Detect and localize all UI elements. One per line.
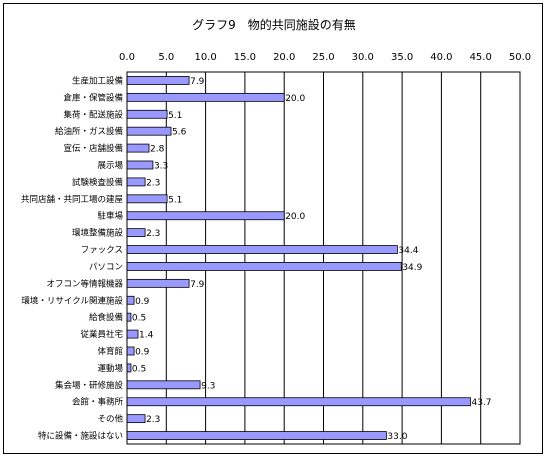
x-tick-label: 20.0 xyxy=(273,52,295,63)
x-tick-label: 50.0 xyxy=(509,52,531,63)
x-tick-label: 10.0 xyxy=(194,52,216,63)
category-label: 給油所・ガス設備 xyxy=(55,126,124,137)
data-label: 1.4 xyxy=(139,331,154,341)
category-label: 会館・事務所 xyxy=(72,397,124,408)
bar xyxy=(126,228,146,238)
category-label: オフコン等情報機器 xyxy=(46,278,123,289)
bar xyxy=(126,278,190,288)
data-label: 2.3 xyxy=(146,229,160,239)
data-label: 20.0 xyxy=(285,94,305,104)
category-label: 体育館 xyxy=(97,346,123,357)
bar xyxy=(126,76,190,85)
chart-title: グラフ9 物的共同施設の有無 xyxy=(192,18,356,32)
bar xyxy=(126,363,132,373)
data-label: 5.6 xyxy=(172,128,187,138)
category-label: 展示場 xyxy=(97,160,123,171)
x-tick-label: 0.0 xyxy=(119,52,135,63)
data-label: 7.9 xyxy=(190,77,205,87)
bar xyxy=(126,414,146,424)
x-tick-label: 45.0 xyxy=(470,52,492,63)
x-tick-label: 5.0 xyxy=(158,52,174,63)
data-label: 0.5 xyxy=(132,364,146,374)
data-label: 2.3 xyxy=(146,178,160,188)
category-label: その他 xyxy=(97,414,123,425)
category-label: 共同店舗・共同工場の建屋 xyxy=(21,194,124,205)
x-tick-label: 35.0 xyxy=(391,52,413,63)
x-tick-label: 15.0 xyxy=(234,52,256,63)
bar xyxy=(126,397,471,407)
data-label: 7.9 xyxy=(190,280,205,290)
bar xyxy=(126,160,154,170)
data-label: 2.3 xyxy=(146,415,160,425)
data-label: 0.9 xyxy=(135,297,150,307)
data-label: 3.3 xyxy=(154,162,168,172)
data-label: 0.5 xyxy=(132,314,146,324)
data-label: 33.0 xyxy=(387,432,407,442)
category-label: 給食設備 xyxy=(89,312,124,323)
bar xyxy=(126,177,146,187)
category-label: 倉庫・保管設備 xyxy=(63,92,123,103)
bar xyxy=(126,194,168,204)
x-tick-label: 30.0 xyxy=(352,52,374,63)
data-label: 5.1 xyxy=(168,111,182,121)
bar xyxy=(126,346,135,356)
bar xyxy=(126,92,285,102)
data-label: 34.9 xyxy=(402,263,422,273)
category-label: 生産加工設備 xyxy=(72,75,124,86)
plot-area xyxy=(126,71,521,445)
x-tick-label: 25.0 xyxy=(312,52,334,63)
category-label: 従業員社宅 xyxy=(80,329,123,340)
category-label: 駐車場 xyxy=(97,211,123,222)
x-axis-ticks: 0.0 5.0 10.0 15.0 20.0 25.0 30.0 35.0 40.0 45.0 50… xyxy=(119,52,531,63)
data-label: 9.3 xyxy=(201,381,215,391)
x-tick-label: 40.0 xyxy=(430,52,452,63)
bar xyxy=(126,431,387,440)
data-label: 0.9 xyxy=(135,348,150,358)
category-label: 集荷・配送施設 xyxy=(63,109,123,120)
bar xyxy=(126,143,150,153)
bar xyxy=(126,211,285,221)
bar xyxy=(126,262,402,271)
bar xyxy=(126,126,172,136)
category-label: パソコン xyxy=(89,262,123,272)
data-label: 34.4 xyxy=(398,246,418,256)
data-label: 43.7 xyxy=(471,398,491,408)
category-labels: 生産加工設備倉庫・保管設備集荷・配送施設給油所・ガス設備宣伝・店舗設備展示場試験… xyxy=(21,75,124,441)
chart-frame xyxy=(3,3,543,454)
bar xyxy=(126,380,201,390)
category-label: 環境整備施設 xyxy=(72,228,124,239)
category-label: 宣伝・店舗設備 xyxy=(63,143,123,154)
data-label: 5.1 xyxy=(168,195,182,205)
bar xyxy=(126,109,168,119)
bar xyxy=(126,329,139,339)
category-label: 環境・リサイクル関連施設 xyxy=(21,295,123,306)
data-labels: 7.9 20.0 5.1 5.6 2.8 3.3 2.3 5.1 20.0 2.3 34.4 34.9… xyxy=(132,77,492,442)
bar xyxy=(126,245,398,254)
category-label: 特に設備・施設はない xyxy=(38,431,123,442)
category-label: 試験検査設備 xyxy=(72,177,124,188)
bar xyxy=(126,295,135,305)
category-label: 運動場 xyxy=(97,363,123,374)
category-label: ファックス xyxy=(81,246,123,256)
data-label: 2.8 xyxy=(150,145,165,155)
data-label: 20.0 xyxy=(285,212,305,222)
category-label: 集会場・研修施設 xyxy=(55,380,124,391)
bar xyxy=(126,312,132,322)
